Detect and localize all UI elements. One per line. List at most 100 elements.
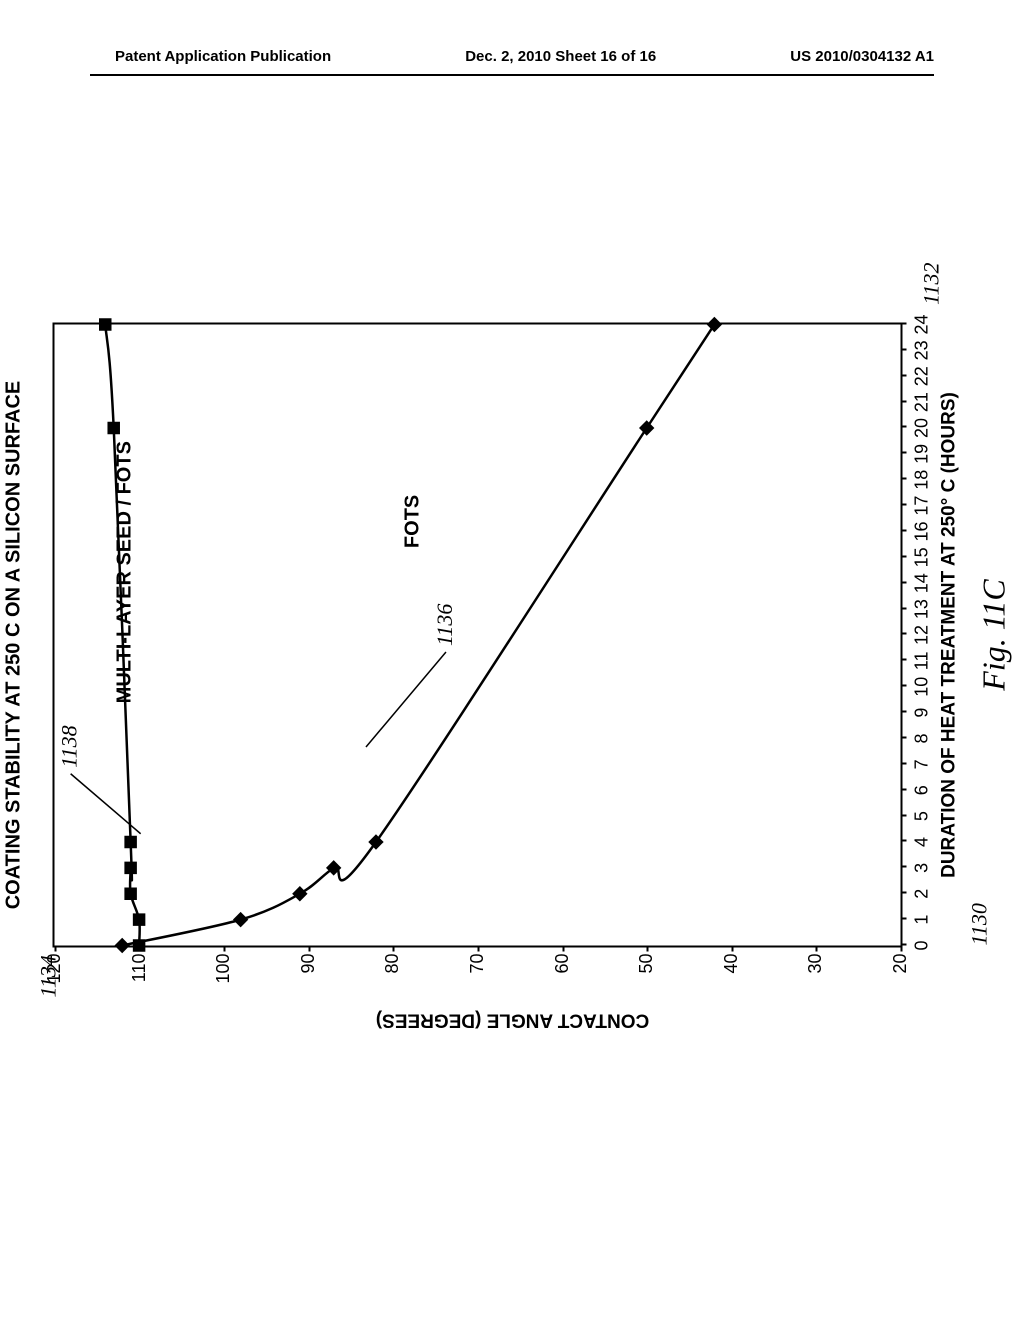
x-tick-mark [901, 840, 907, 842]
x-tick-mark [901, 685, 907, 687]
data-point-marker [292, 886, 307, 901]
data-point-marker [107, 422, 120, 435]
x-tick-label: 1 [912, 915, 933, 925]
x-tick-label: 19 [912, 444, 933, 464]
data-point-marker [99, 318, 112, 331]
y-tick-label: 80 [382, 954, 403, 996]
x-tick-label: 8 [912, 733, 933, 743]
series-line [122, 325, 714, 946]
y-tick-mark [816, 946, 818, 952]
data-point-marker [124, 888, 137, 901]
y-axis-label: CONTACT ANGLE (DEGREES) [376, 1009, 649, 1031]
x-tick-mark [901, 581, 907, 583]
x-tick-label: 5 [912, 811, 933, 821]
y-tick-label: 110 [129, 954, 150, 996]
data-point-marker [639, 420, 654, 435]
chart-coating-stability: COATING STABILITY AT 250 C ON A SILICON … [13, 263, 1013, 1028]
ref-y-axis: 1134 [36, 955, 62, 997]
figure-rotated-container: COATING STABILITY AT 250 C ON A SILICON … [13, 263, 1013, 1028]
y-tick-mark [901, 946, 903, 952]
ref-x-axis: 1132 [919, 263, 945, 305]
x-tick-mark [901, 814, 907, 816]
x-tick-label: 9 [912, 708, 933, 718]
x-tick-mark [901, 426, 907, 428]
x-tick-mark [901, 633, 907, 635]
x-tick-label: 11 [912, 652, 933, 671]
data-point-marker [114, 938, 129, 953]
y-tick-label: 90 [298, 954, 319, 996]
y-tick-mark [647, 946, 649, 952]
x-tick-label: 14 [912, 573, 933, 593]
series-label-fots: FOTS [401, 495, 424, 548]
figure-caption: Fig. 11C [976, 323, 1013, 948]
x-axis-label: DURATION OF HEAT TREATMENT AT 250° C (HO… [939, 323, 961, 948]
x-tick-label: 23 [912, 340, 933, 360]
x-tick-mark [901, 374, 907, 376]
y-tick-label: 70 [467, 954, 488, 996]
y-tick-mark [139, 946, 141, 952]
data-point-marker [133, 913, 146, 926]
x-tick-label: 21 [912, 392, 933, 412]
y-tick-mark [731, 946, 733, 952]
x-tick-label: 20 [912, 418, 933, 438]
y-tick-mark [562, 946, 564, 952]
x-tick-mark [901, 504, 907, 506]
x-tick-label: 15 [912, 547, 933, 567]
y-tick-label: 40 [721, 954, 742, 996]
y-tick-mark [478, 946, 480, 952]
ref-series: 1138 [57, 725, 82, 767]
y-tick-label: 20 [890, 954, 911, 996]
x-tick-mark [901, 530, 907, 532]
x-tick-mark [901, 452, 907, 454]
x-tick-label: 4 [912, 837, 933, 847]
x-tick-mark [901, 348, 907, 350]
y-tick-label: 60 [552, 954, 573, 996]
y-tick-label: 50 [636, 954, 657, 996]
ref-fig-num: 1130 [967, 903, 993, 945]
data-point-marker [233, 912, 248, 927]
plot-svg: 1136 1138 [55, 325, 901, 946]
y-tick-mark [55, 946, 57, 952]
data-point-marker [124, 836, 137, 849]
x-tick-mark [901, 478, 907, 480]
x-tick-label: 24 [912, 314, 933, 334]
x-tick-mark [901, 323, 907, 325]
data-point-marker [124, 862, 137, 875]
x-tick-mark [901, 788, 907, 790]
x-tick-label: 10 [912, 677, 933, 697]
x-tick-label: 22 [912, 366, 933, 386]
y-tick-mark [308, 946, 310, 952]
data-point-marker [707, 317, 722, 332]
chart-title: COATING STABILITY AT 250 C ON A SILICON … [3, 263, 26, 1028]
x-tick-mark [901, 918, 907, 920]
x-tick-mark [901, 659, 907, 661]
x-tick-mark [901, 711, 907, 713]
x-tick-mark [901, 607, 907, 609]
x-tick-label: 12 [912, 625, 933, 645]
x-tick-mark [901, 762, 907, 764]
x-tick-label: 2 [912, 889, 933, 899]
x-tick-label: 13 [912, 599, 933, 619]
x-tick-label: 7 [912, 759, 933, 769]
x-tick-label: 17 [912, 496, 933, 516]
y-tick-label: 100 [213, 954, 234, 996]
header-left: Patent Application Publication [115, 48, 331, 65]
page-header: Patent Application Publication Dec. 2, 2… [0, 48, 1024, 65]
x-tick-mark [901, 400, 907, 402]
ref-leader-line [366, 652, 446, 747]
x-tick-mark [901, 944, 907, 946]
ref-series: 1136 [432, 604, 457, 646]
header-right: US 2010/0304132 A1 [790, 48, 934, 65]
x-tick-label: 18 [912, 470, 933, 490]
x-tick-mark [901, 555, 907, 557]
plot-area: 11361138 MULTI-LAYER SEED / FOTS FOTS 20… [53, 323, 903, 948]
y-tick-mark [224, 946, 226, 952]
header-rule [90, 74, 934, 76]
x-tick-label: 16 [912, 521, 933, 541]
x-tick-label: 6 [912, 785, 933, 795]
series-label-multi: MULTI-LAYER SEED / FOTS [114, 441, 137, 703]
x-tick-mark [901, 892, 907, 894]
y-tick-label: 30 [805, 954, 826, 996]
y-tick-mark [393, 946, 395, 952]
header-center: Dec. 2, 2010 Sheet 16 of 16 [465, 48, 656, 65]
